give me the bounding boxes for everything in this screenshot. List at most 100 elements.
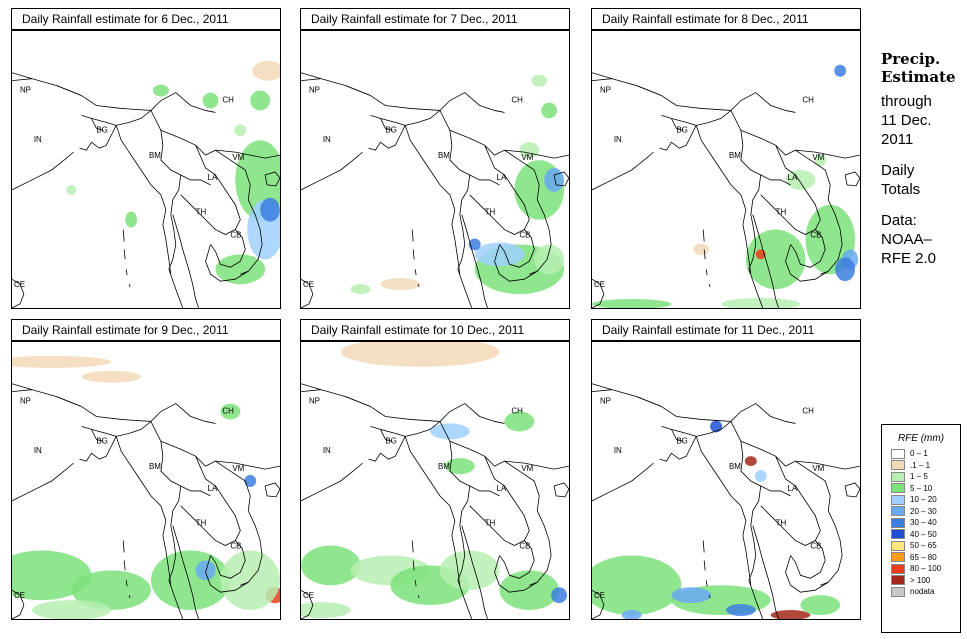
legend-swatch	[891, 460, 905, 471]
rainfall-area	[220, 403, 241, 420]
rainfall-panel: Daily Rainfall estimate for 9 Dec., 2011	[11, 319, 281, 620]
country-label: CH	[802, 96, 814, 105]
rainfall-area	[592, 299, 672, 308]
country-label: CH	[511, 96, 523, 105]
rainfall-area	[531, 74, 548, 87]
rainfall-map: NP IN BG BM CH VM LA TH CB CE	[591, 30, 861, 309]
country-label: CB	[519, 541, 530, 550]
rainfall-area	[770, 610, 811, 619]
country-label: CB	[230, 230, 241, 239]
side-caption: Precip. Estimate through 11 Dec. 2011 Da…	[881, 50, 967, 268]
legend-item: 20 – 30	[891, 506, 960, 518]
legend-label: nodata	[910, 587, 935, 597]
legend-swatch	[891, 586, 905, 597]
rainfall-area	[504, 411, 535, 432]
rainfall-panel: Daily Rainfall estimate for 6 Dec., 2011	[11, 8, 281, 309]
legend-item: 30 – 40	[891, 517, 960, 529]
country-borders	[592, 72, 860, 308]
legend-item: 1 – 5	[891, 471, 960, 483]
rainfall-area	[71, 570, 151, 611]
country-label: BG	[676, 125, 687, 134]
rainfall-area	[301, 545, 361, 586]
country-borders	[12, 72, 280, 308]
rainfall-map: NP IN BG BM CH VM LA TH CB CE	[300, 341, 570, 620]
rainfall-area	[444, 458, 475, 475]
legend-item: .1 – 1	[891, 460, 960, 472]
rainfall-area	[202, 92, 219, 109]
country-labels: NP IN BG BM CH VM LA TH CB CE	[14, 397, 244, 601]
country-label: BG	[385, 436, 396, 445]
caption-title-line2: Estimate	[881, 68, 956, 86]
country-label: BM	[438, 462, 450, 471]
legend-label: 0 – 1	[910, 449, 928, 459]
caption-data-line2: NOAA–	[881, 231, 932, 248]
panel-title: Daily Rainfall estimate for 7 Dec., 2011	[300, 8, 570, 30]
rainfall-area	[474, 242, 525, 267]
country-label: VM	[521, 153, 533, 162]
caption-data-line1: Data:	[881, 212, 917, 229]
country-label: BM	[438, 151, 450, 160]
legend-label: > 100	[910, 575, 931, 585]
country-label: BG	[676, 436, 687, 445]
country-label: NP	[309, 397, 320, 406]
caption-data-line3: RFE 2.0	[881, 250, 937, 267]
rainfall-map: NP IN BG BM CH VM LA TH CB CE	[591, 341, 861, 620]
country-label: CE	[594, 591, 605, 600]
country-label: TH	[776, 208, 787, 217]
country-labels: NP IN BG BM CH VM LA TH CB CE	[303, 86, 533, 290]
country-label: LA	[788, 173, 798, 182]
country-borders	[301, 383, 569, 619]
country-label: NP	[600, 397, 611, 406]
caption-daily-line2: Totals	[881, 181, 921, 198]
country-labels: NP IN BG BM CH VM LA TH CB CE	[594, 86, 824, 290]
country-label: LA	[497, 173, 507, 182]
country-label: IN	[34, 135, 42, 144]
rainfall-area	[125, 211, 138, 228]
legend-item: 65 – 80	[891, 552, 960, 564]
legend-item: 50 – 65	[891, 540, 960, 552]
country-label: CH	[802, 407, 814, 416]
legend-label: 10 – 20	[910, 495, 937, 505]
rainfall-panel: Daily Rainfall estimate for 11 Dec., 201…	[591, 319, 861, 620]
country-label: TH	[485, 519, 496, 528]
country-label: BM	[149, 151, 161, 160]
legend-label: 1 – 5	[910, 472, 928, 482]
country-label: NP	[20, 397, 31, 406]
rainfall-area	[534, 244, 565, 275]
rainfall-area	[81, 370, 142, 383]
legend-label: 5 – 10	[910, 483, 933, 493]
rainfall-area	[621, 610, 642, 619]
country-label: VM	[812, 153, 824, 162]
country-borders	[301, 72, 569, 308]
legend-swatch	[891, 471, 905, 482]
country-borders	[12, 383, 280, 619]
country-label: VM	[232, 464, 244, 473]
rainfall-area	[195, 560, 216, 581]
panel-title: Daily Rainfall estimate for 8 Dec., 2011	[591, 8, 861, 30]
legend-label: 65 – 80	[910, 552, 937, 562]
rainfall-area	[744, 456, 757, 467]
country-label: TH	[776, 519, 787, 528]
rainfall-area	[244, 475, 257, 487]
panel-title: Daily Rainfall estimate for 10 Dec., 201…	[300, 319, 570, 341]
rainfall-area	[215, 254, 266, 285]
legend-item: 10 – 20	[891, 494, 960, 506]
rainfall-area	[499, 570, 560, 611]
rainfall-area	[12, 550, 92, 601]
country-label: CE	[594, 280, 605, 289]
country-label: NP	[20, 86, 31, 95]
caption-daily-line1: Daily	[881, 162, 915, 179]
legend-item: > 100	[891, 575, 960, 587]
legend-label: 30 – 40	[910, 518, 937, 528]
legend-item: 5 – 10	[891, 483, 960, 495]
rainfall-area	[12, 355, 112, 368]
country-label: LA	[497, 484, 507, 493]
rainfall-panel: Daily Rainfall estimate for 10 Dec., 201…	[300, 319, 570, 620]
country-label: LA	[208, 484, 218, 493]
legend-item: nodata	[891, 586, 960, 598]
country-label: CE	[303, 280, 314, 289]
panel-title: Daily Rainfall estimate for 9 Dec., 2011	[11, 319, 281, 341]
legend-swatch	[891, 563, 905, 574]
legend-item: 40 – 50	[891, 529, 960, 541]
country-label: IN	[34, 446, 42, 455]
